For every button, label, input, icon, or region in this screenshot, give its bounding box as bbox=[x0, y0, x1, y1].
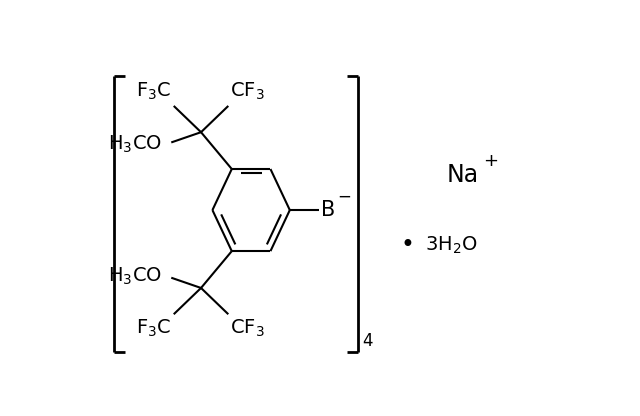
Text: $\mathrm{F_3C}$: $\mathrm{F_3C}$ bbox=[136, 318, 172, 339]
Text: Na: Na bbox=[447, 163, 479, 187]
Text: −: − bbox=[337, 188, 351, 206]
Text: 4: 4 bbox=[363, 332, 373, 350]
Text: $\mathrm{H_3CO}$: $\mathrm{H_3CO}$ bbox=[108, 265, 163, 287]
Text: $\mathrm{CF_3}$: $\mathrm{CF_3}$ bbox=[230, 81, 264, 102]
Text: $\mathrm{3H_2O}$: $\mathrm{3H_2O}$ bbox=[425, 235, 477, 256]
Text: •: • bbox=[401, 233, 414, 258]
Text: $\mathrm{F_3C}$: $\mathrm{F_3C}$ bbox=[136, 81, 172, 102]
Text: $\mathrm{H_3CO}$: $\mathrm{H_3CO}$ bbox=[108, 134, 163, 155]
Text: B: B bbox=[321, 200, 335, 220]
Text: +: + bbox=[483, 152, 498, 171]
Text: $\mathrm{CF_3}$: $\mathrm{CF_3}$ bbox=[230, 318, 264, 339]
